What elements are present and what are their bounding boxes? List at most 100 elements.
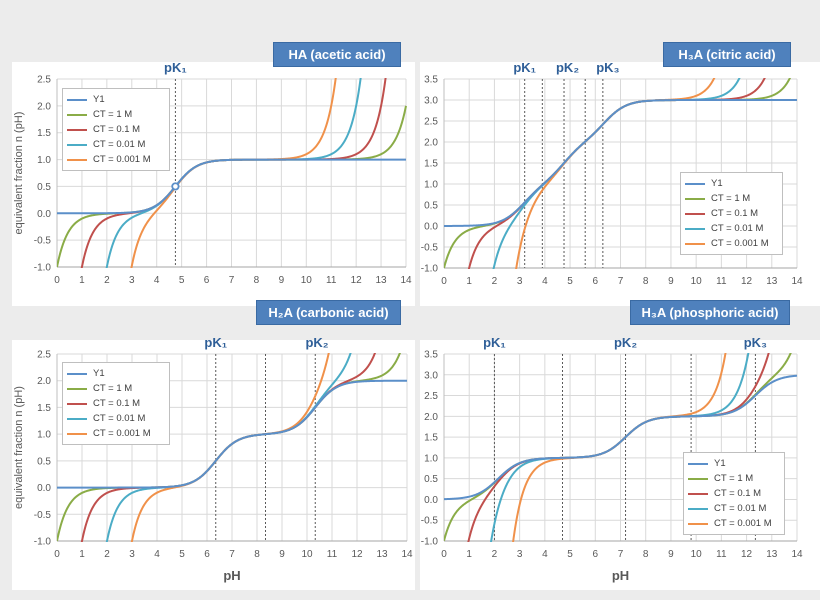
- y-tick-label: -1.0: [34, 263, 52, 274]
- legend-swatch: [67, 143, 87, 146]
- legend-entry: CT = 0.1 M: [67, 396, 165, 411]
- x-tick-label: 11: [326, 275, 337, 286]
- y-tick-label: 2.5: [424, 117, 438, 128]
- pk-label: pK₃: [744, 335, 767, 350]
- legend-entry: Y1: [685, 176, 778, 191]
- x-tick-label: 8: [643, 549, 649, 560]
- x-tick-label: 8: [254, 275, 260, 286]
- legend-swatch: [685, 227, 705, 230]
- legend-label: CT = 1 M: [711, 193, 751, 204]
- legend-label: CT = 0.01 M: [93, 139, 146, 150]
- x-tick-label: 6: [204, 275, 210, 286]
- y-tick-label: 1.5: [424, 433, 438, 444]
- x-tick-label: 13: [376, 275, 388, 286]
- legend-entry: CT = 0.001 M: [685, 236, 778, 251]
- chart-title-phosphoric: H₃A (phosphoric acid): [630, 300, 790, 325]
- legend: Y1 CT = 1 M CT = 0.1 M CT = 0.01 M CT = 0.00…: [62, 88, 170, 171]
- chart-3: 0 1 2 3 4 5 6 7 8 9 10 11 12 13 14-1.0-0.50.00.51.01.5…: [421, 335, 803, 583]
- y-tick-label: 0.5: [424, 201, 438, 212]
- y-tick-label: 1.5: [37, 403, 51, 414]
- chart-0: 0 1 2 3 4 5 6 7 8 9 10 11 12 13 14-1.0-0.50.00.51.01.5…: [13, 60, 412, 286]
- x-tick-label: 4: [542, 276, 548, 287]
- x-tick-label: 9: [279, 549, 285, 560]
- y-tick-label: 0.5: [37, 456, 51, 467]
- x-tick-label: 2: [104, 549, 110, 560]
- legend-swatch: [685, 242, 705, 245]
- legend-entry: CT = 1 M: [685, 191, 778, 206]
- legend: Y1 CT = 1 M CT = 0.1 M CT = 0.01 M CT = 0.00…: [683, 452, 785, 535]
- legend-label: CT = 1 M: [93, 383, 133, 394]
- x-tick-label: 12: [741, 276, 753, 287]
- y-axis-label: equivalent fraction n (pH): [13, 386, 25, 509]
- legend-swatch: [688, 507, 708, 510]
- x-tick-label: 1: [466, 276, 472, 287]
- y-tick-label: 0.0: [424, 495, 438, 506]
- legend-label: CT = 0.01 M: [714, 503, 767, 514]
- plot-area: [57, 78, 407, 268]
- legend-entry: CT = 0.1 M: [688, 486, 780, 501]
- legend-swatch: [67, 98, 87, 101]
- y-tick-label: 1.0: [424, 180, 438, 191]
- y-tick-label: 3.0: [424, 96, 438, 107]
- x-tick-label: 1: [79, 549, 85, 560]
- pk-label: pK₁: [164, 60, 187, 75]
- y-tick-label: -1.0: [34, 537, 52, 548]
- x-tick-label: 7: [618, 549, 624, 560]
- x-tick-label: 3: [517, 549, 523, 560]
- legend-swatch: [67, 417, 87, 420]
- chart-title-citric: H₃A (citric acid): [663, 42, 791, 67]
- series-line-y1: [444, 374, 798, 501]
- pk-label: pK₁: [513, 60, 536, 75]
- legend-label: CT = 0.1 M: [714, 488, 762, 499]
- y-tick-label: -1.0: [421, 264, 439, 275]
- y-tick-label: 0.0: [424, 222, 438, 233]
- y-tick-label: 0.5: [424, 474, 438, 485]
- legend-entry: CT = 0.001 M: [67, 426, 165, 441]
- x-tick-label: 9: [279, 275, 285, 286]
- y-tick-label: 2.5: [424, 391, 438, 402]
- legend-swatch: [67, 128, 87, 131]
- pk-label: pK₂: [614, 335, 637, 350]
- chart-title-acetic: HA (acetic acid): [273, 42, 401, 67]
- pk-label: pK₁: [204, 335, 227, 350]
- legend-label: CT = 1 M: [93, 109, 133, 120]
- x-tick-label: 0: [441, 276, 447, 287]
- x-tick-label: 4: [154, 275, 160, 286]
- x-tick-label: 14: [791, 276, 803, 287]
- legend-entry: CT = 0.01 M: [685, 221, 778, 236]
- series-line-y1: [57, 379, 407, 489]
- legend-entry: CT = 0.001 M: [67, 152, 165, 167]
- x-tick-label: 5: [567, 276, 573, 287]
- x-tick-label: 11: [716, 549, 727, 560]
- x-tick-label: 0: [54, 275, 60, 286]
- x-tick-label: 14: [791, 549, 803, 560]
- y-tick-label: 1.5: [37, 128, 51, 139]
- legend-entry: CT = 1 M: [67, 381, 165, 396]
- legend-label: CT = 0.1 M: [93, 124, 141, 135]
- y-tick-label: -1.0: [421, 537, 439, 548]
- x-tick-label: 13: [376, 549, 388, 560]
- legend-entry: Y1: [688, 456, 780, 471]
- y-tick-label: 1.0: [424, 453, 438, 464]
- y-tick-label: 2.0: [37, 376, 51, 387]
- legend-entry: CT = 0.01 M: [688, 501, 780, 516]
- x-tick-label: 8: [643, 276, 649, 287]
- legend-entry: Y1: [67, 92, 165, 107]
- x-tick-label: 7: [229, 549, 235, 560]
- legend-swatch: [685, 197, 705, 200]
- x-axis-label: pH: [612, 568, 629, 583]
- x-tick-label: 13: [766, 276, 778, 287]
- y-tick-label: -0.5: [34, 510, 52, 521]
- legend-entry: CT = 1 M: [67, 107, 165, 122]
- y-tick-label: 3.0: [424, 370, 438, 381]
- y-tick-label: 3.5: [424, 350, 438, 361]
- chart-1: 0 1 2 3 4 5 6 7 8 9 10 11 12 13 14-1.0-0.50.00.51.01.5…: [421, 60, 803, 287]
- pk-label: pK₂: [556, 60, 579, 75]
- x-axis-label: pH: [223, 568, 240, 583]
- x-tick-label: 6: [593, 276, 599, 287]
- legend-label: CT = 0.001 M: [714, 518, 772, 529]
- legend-swatch: [67, 113, 87, 116]
- x-tick-label: 10: [691, 549, 703, 560]
- legend: Y1 CT = 1 M CT = 0.1 M CT = 0.01 M CT = 0.00…: [680, 172, 783, 255]
- legend-swatch: [688, 462, 708, 465]
